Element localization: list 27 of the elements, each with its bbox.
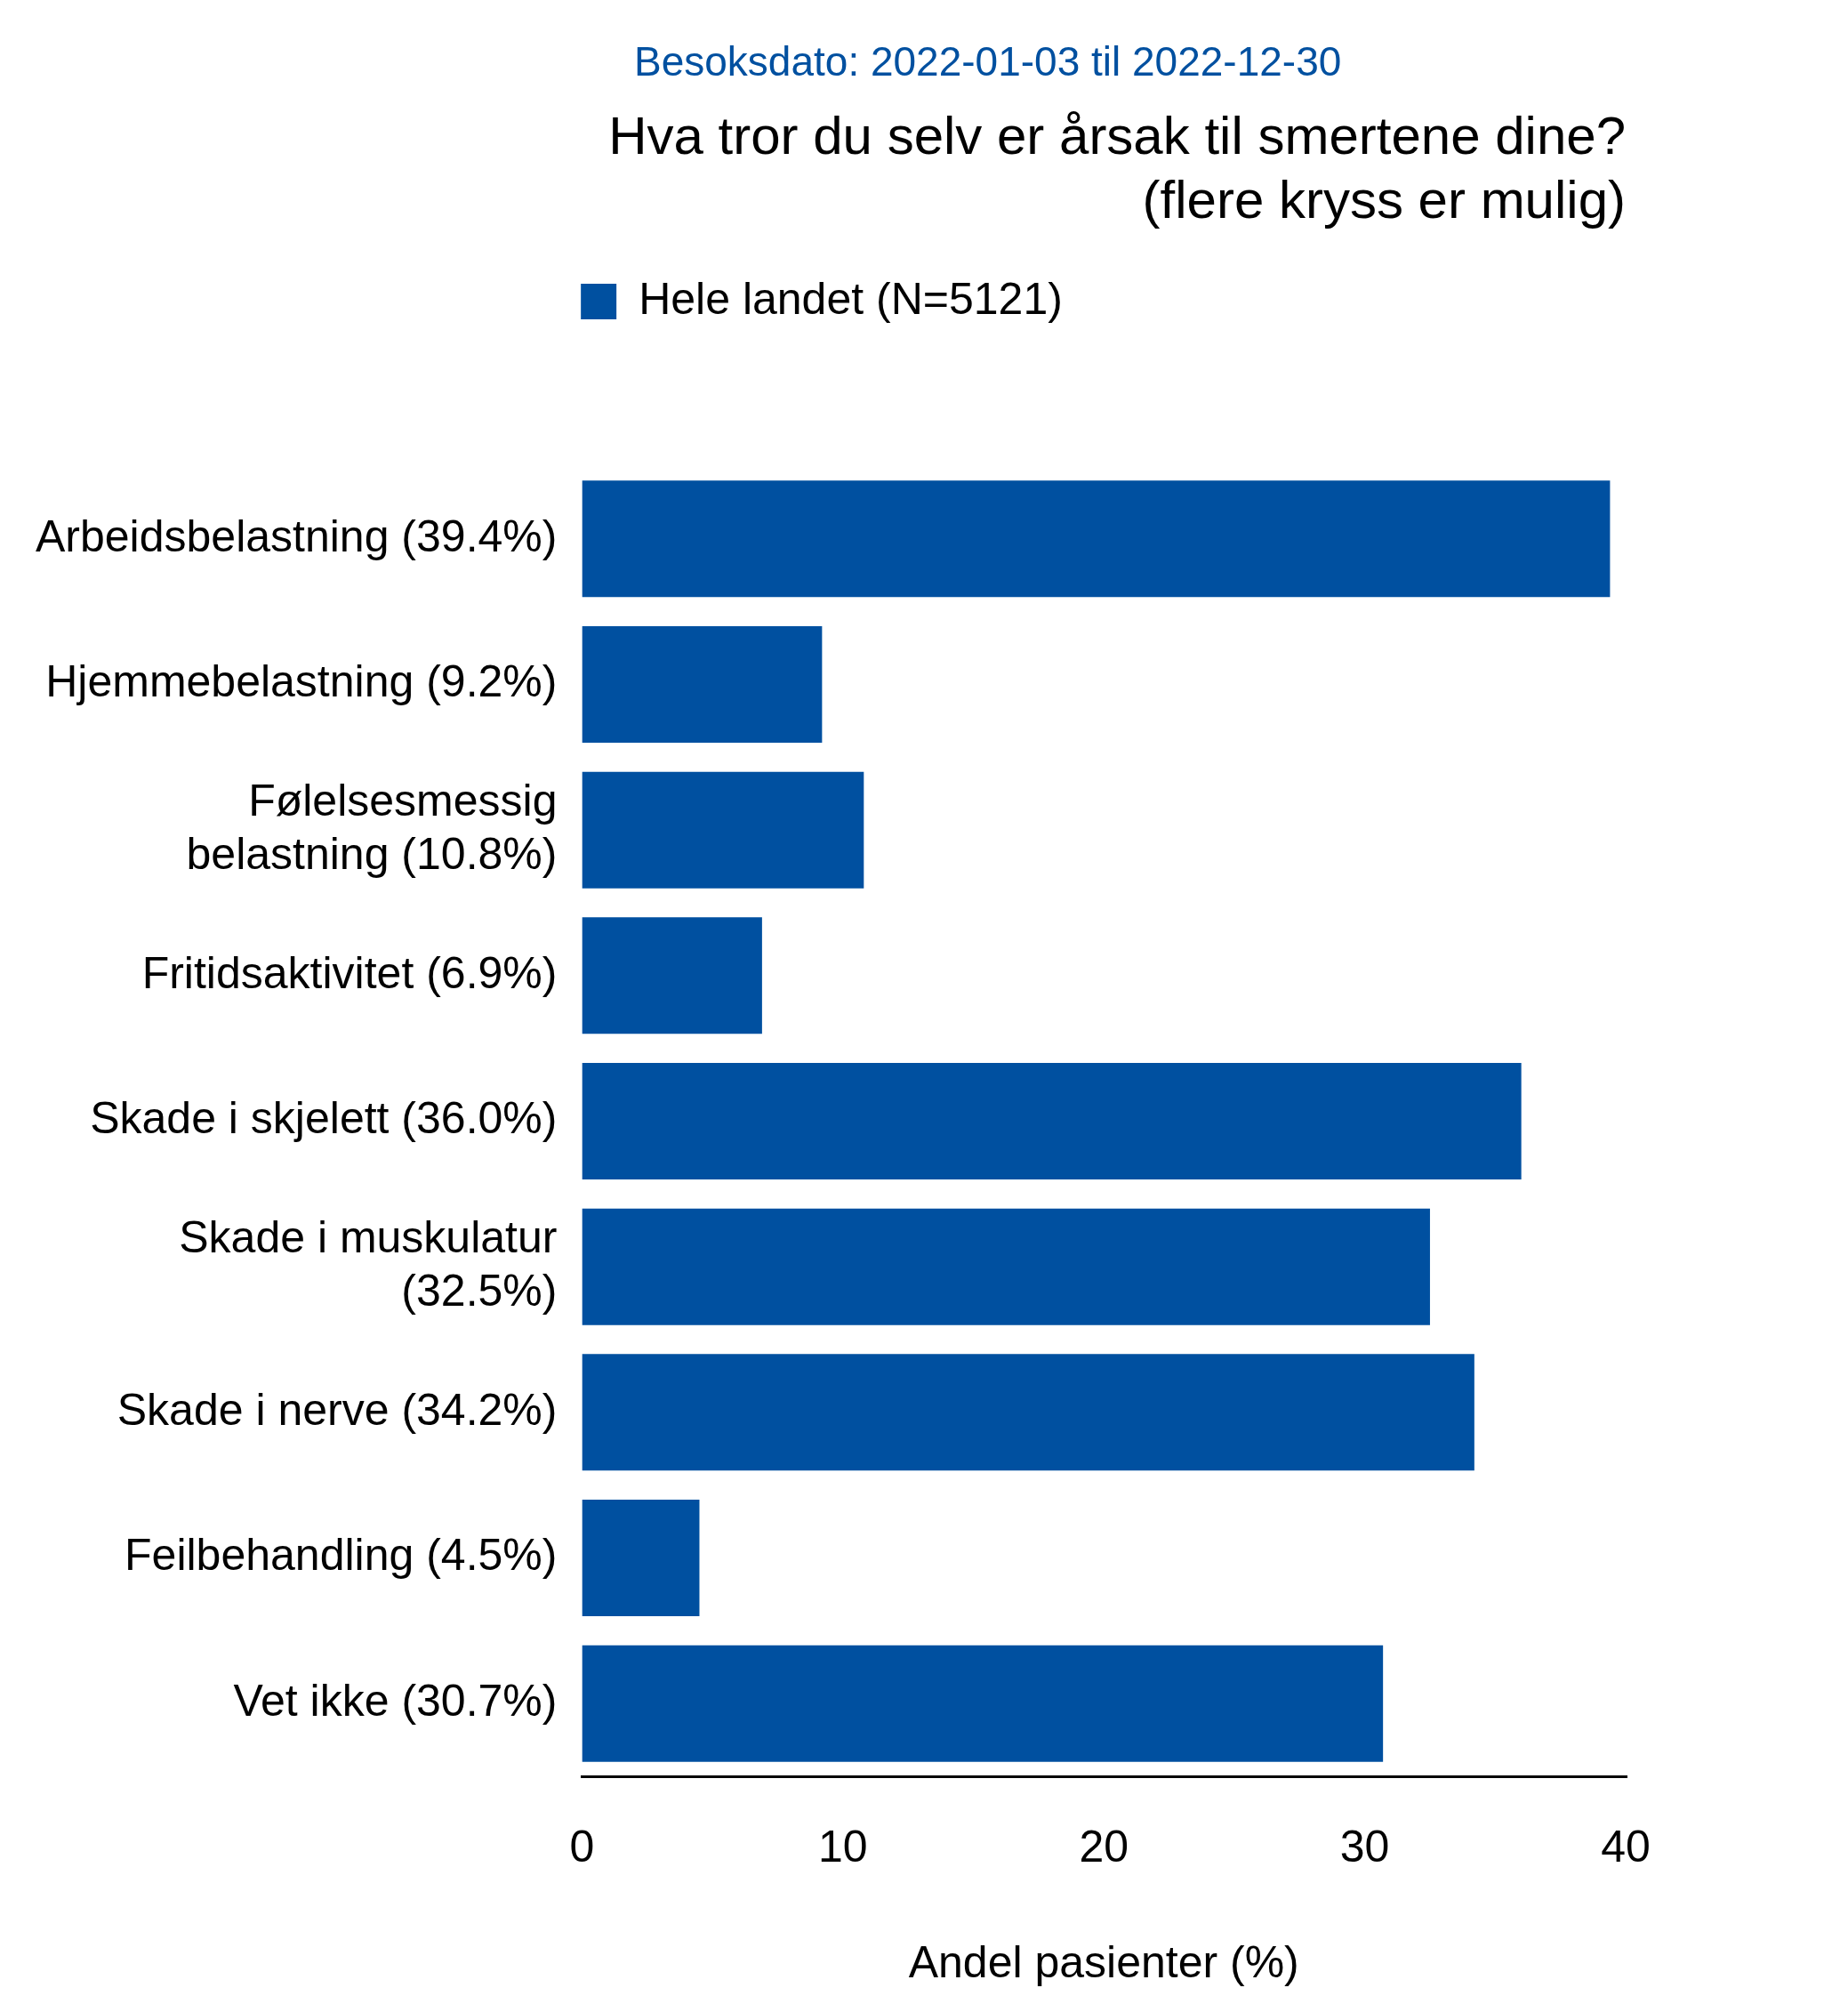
y-tick-label: Skade i nerve (34.2%)	[117, 1384, 558, 1435]
x-tick-label: 10	[818, 1821, 868, 1871]
y-tick-label: Arbeidsbelastning (39.4%)	[36, 511, 558, 561]
y-tick-label: Skade i muskulatur (32.5%)	[179, 1211, 558, 1316]
x-tick-label: 40	[1601, 1821, 1651, 1871]
bar	[582, 917, 762, 1034]
bar	[582, 1208, 1430, 1325]
chart-subtitle: Besoksdato: 2022-01-03 til 2022-12-30	[634, 37, 1342, 85]
bar	[582, 1063, 1522, 1179]
y-tick-label: Fritidsaktivitet (6.9%)	[141, 947, 558, 998]
x-tick-label: 20	[1079, 1821, 1129, 1871]
x-tick-label: 0	[569, 1821, 595, 1871]
y-tick-label: Hjemmebelastning (9.2%)	[45, 656, 558, 707]
x-tick-label: 30	[1339, 1821, 1390, 1871]
bar	[582, 771, 864, 889]
bar	[582, 1500, 700, 1616]
chart-title: Hva tror du selv er årsak til smertene dine? (flere kryss er mulig)	[608, 105, 1626, 229]
y-tick-label: Skade i skjelett (36.0%)	[90, 1093, 558, 1144]
bar	[582, 1354, 1474, 1471]
y-tick-label: Følelsesmessig belastning (10.8%)	[186, 775, 558, 879]
y-tick-label: Feilbehandling (4.5%)	[125, 1530, 558, 1581]
legend-label: Hele landet (N=5121)	[639, 273, 1063, 324]
bar	[582, 480, 1611, 598]
y-tick-label: Vet ikke (30.7%)	[233, 1675, 558, 1726]
bar	[582, 626, 823, 743]
x-axis-title: Andel pasienter (%)	[908, 1936, 1299, 1987]
bar	[582, 1645, 1384, 1762]
